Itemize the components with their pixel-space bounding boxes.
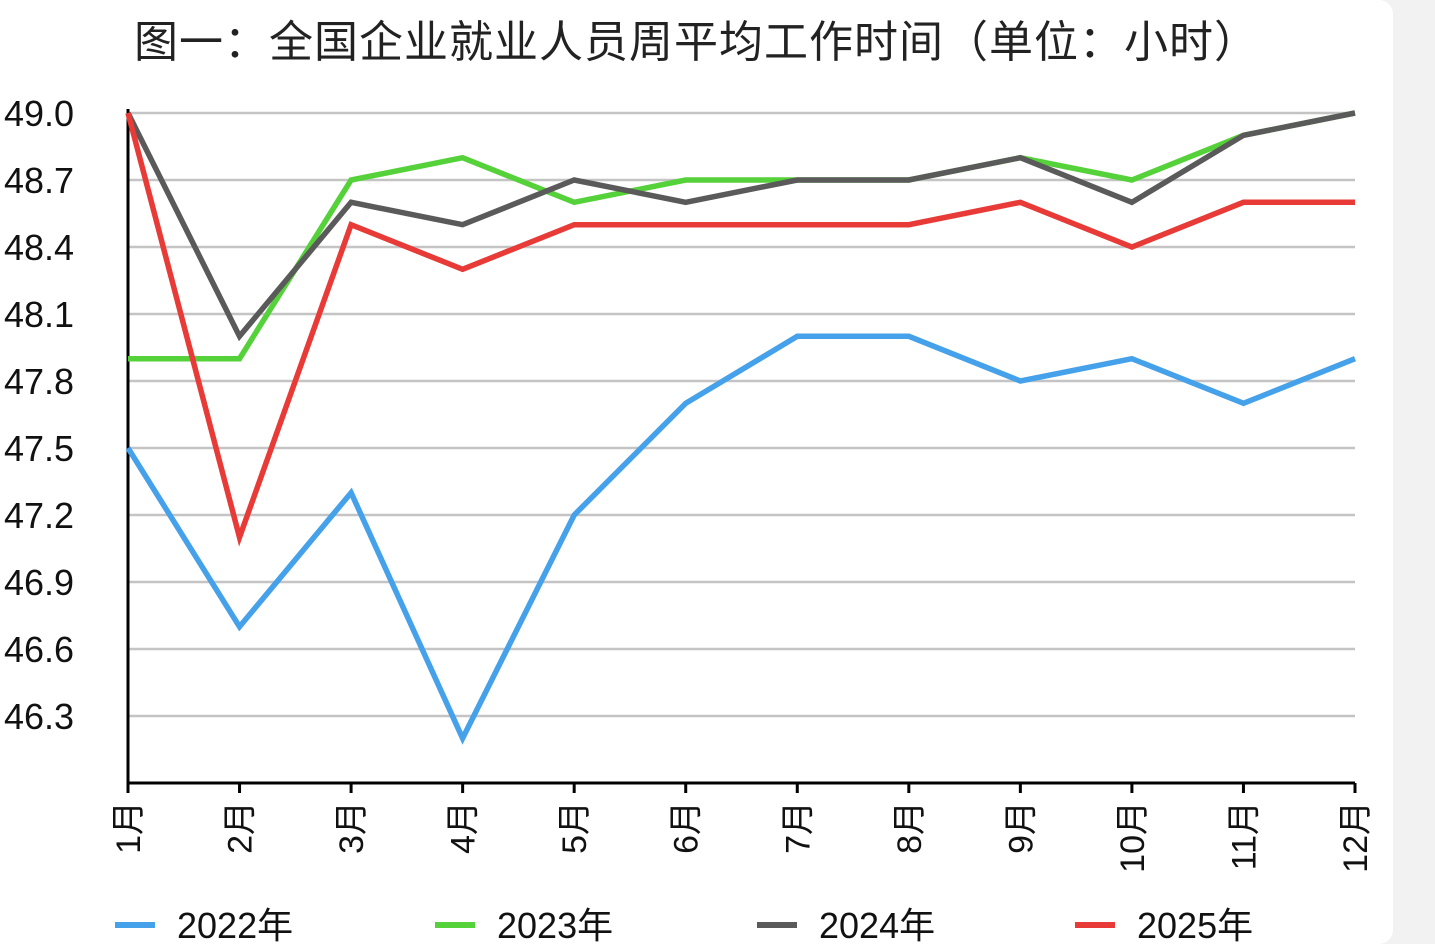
x-tick-label: 7月 (779, 801, 817, 854)
y-tick-label: 46.6 (4, 629, 74, 670)
chart-card: 图一：全国企业就业人员周平均工作时间（单位：小时） 49.0 48.7 48.4 48… (0, 0, 1393, 944)
series-line-2023年 (128, 110, 1356, 362)
x-tick-label: 12月 (1337, 801, 1375, 873)
x-tick-label: 11月 (1225, 801, 1263, 870)
x-tick-label: 6月 (668, 801, 706, 854)
legend-item: 2022年 (115, 905, 293, 944)
series-line-2022年 (125, 333, 1357, 745)
x-tick-label: 10月 (1114, 801, 1152, 873)
x-tick-label: 3月 (333, 801, 371, 854)
y-tick-label: 47.5 (4, 428, 74, 469)
series-lines (125, 110, 1357, 745)
x-tick-label: 4月 (445, 801, 483, 854)
line-chart: 49.0 48.7 48.4 48.1 47.8 47.5 47.2 46.9 46.6 46.3… (4, 93, 1375, 944)
legend-item: 2024年 (757, 905, 935, 944)
series-line-2024年 (125, 110, 1356, 342)
axes (126, 109, 1357, 793)
x-tick-label: 2月 (222, 801, 260, 854)
x-tick-label: 5月 (556, 801, 594, 854)
gridlines (128, 111, 1355, 718)
x-tick-labels: 1月 2月 3月 4月 5月 6月 7月 8月 9月 10月 11月 12月 (110, 801, 1375, 873)
legend-item: 2023年 (435, 905, 613, 944)
x-tick-label: 9月 (1002, 801, 1040, 854)
y-tick-label: 48.1 (4, 294, 74, 335)
legend-label: 2024年 (819, 905, 935, 944)
chart-title: 图一：全国企业就业人员周平均工作时间（单位：小时） (134, 17, 1259, 68)
legend: 2022年 2023年 2024年 2025年 (115, 905, 1253, 944)
y-tick-label: 49.0 (4, 93, 74, 134)
legend-label: 2022年 (177, 905, 293, 944)
y-tick-labels: 49.0 48.7 48.4 48.1 47.8 47.5 47.2 46.9 46.6 46.3 (4, 93, 74, 737)
y-tick-label: 47.8 (4, 361, 74, 402)
x-tick-label: 8月 (891, 801, 929, 854)
y-tick-label: 48.7 (4, 160, 74, 201)
series-line-2025年 (125, 112, 1355, 547)
y-tick-label: 48.4 (4, 227, 74, 268)
y-tick-label: 46.3 (4, 696, 74, 737)
y-tick-label: 47.2 (4, 495, 74, 536)
legend-item: 2025年 (1075, 905, 1253, 944)
x-tick-label: 1月 (110, 801, 148, 854)
legend-label: 2025年 (1137, 905, 1253, 944)
y-tick-label: 46.9 (4, 562, 74, 603)
legend-label: 2023年 (497, 905, 613, 944)
